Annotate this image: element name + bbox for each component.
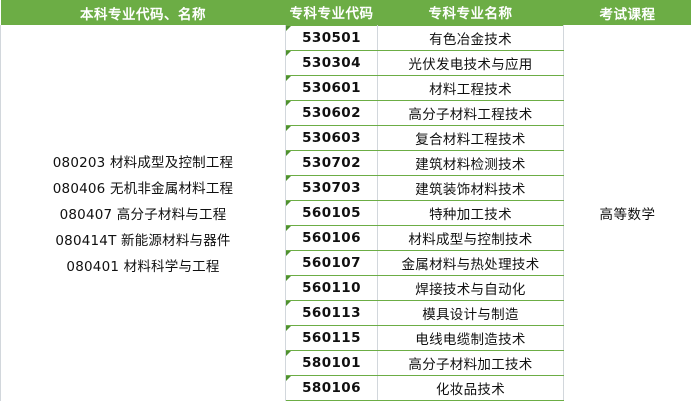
vocational-code-cell: 530702 xyxy=(285,149,378,176)
vocational-name-cell: 复合材料工程技术 xyxy=(377,124,564,151)
vocational-code-cell: 530501 xyxy=(285,24,378,51)
vocational-name-cell: 金属材料与热处理技术 xyxy=(377,249,564,276)
table-row: 560110 焊接技术与自动化 xyxy=(1,274,691,301)
undergraduate-major-item: 080414T 新能源材料与器件 xyxy=(55,232,231,249)
vocational-name-cell: 高分子材料工程技术 xyxy=(377,99,564,126)
vocational-name-cell: 模具设计与制造 xyxy=(377,299,564,326)
vocational-name-cell: 建筑材料检测技术 xyxy=(377,149,564,176)
header-row: 本科专业代码、名称 专科专业代码 专科专业名称 考试课程 xyxy=(0,0,691,25)
table-row: 080203 材料成型及控制工程 080406 无机非金属材料工程 080407 高… xyxy=(0,24,691,401)
vocational-name-cell: 高分子材料加工技术 xyxy=(377,349,564,376)
undergraduate-major-item: 080401 材料科学与工程 xyxy=(66,258,220,275)
exam-course-cell: 高等数学 xyxy=(563,25,691,401)
vocational-name-cell: 建筑装饰材料技术 xyxy=(377,174,564,201)
undergraduate-major-cell: 080203 材料成型及控制工程 080406 无机非金属材料工程 080407 高… xyxy=(0,25,286,401)
vocational-code-cell: 530601 xyxy=(285,74,378,101)
vocational-code-cell: 530703 xyxy=(285,174,378,201)
table-row: 560107 金属材料与热处理技术 xyxy=(1,249,691,276)
column-header-vocational-name: 专科专业名称 xyxy=(377,0,564,25)
vocational-code-cell: 580101 xyxy=(285,349,378,376)
vocational-name-cell: 电线电缆制造技术 xyxy=(377,324,564,351)
vocational-code-cell: 560107 xyxy=(285,249,378,276)
vocational-code-cell: 530602 xyxy=(285,99,378,126)
vocational-name-cell: 材料工程技术 xyxy=(377,74,564,101)
vocational-code-cell: 560113 xyxy=(285,299,378,326)
vocational-code-cell: 560115 xyxy=(285,324,378,351)
vocational-name-cell: 化妆品技术 xyxy=(377,374,564,401)
table-header: 本科专业代码、名称 专科专业代码 专科专业名称 考试课程 xyxy=(0,0,691,25)
vocational-name-cell: 特种加工技术 xyxy=(377,199,564,226)
vocational-name-cell: 焊接技术与自动化 xyxy=(377,274,564,301)
vocational-name-cell: 光伏发电技术与应用 xyxy=(377,49,564,76)
vocational-code-cell: 530304 xyxy=(285,49,378,76)
vocational-code-cell: 530603 xyxy=(285,124,378,151)
undergraduate-major-item: 080407 高分子材料与工程 xyxy=(59,206,227,223)
vocational-code-cell: 560105 xyxy=(285,199,378,226)
vocational-code-cell: 560106 xyxy=(285,224,378,251)
table-row: 530702 建筑材料检测技术 xyxy=(1,149,691,176)
column-header-undergraduate-major: 本科专业代码、名称 xyxy=(0,0,286,25)
table-body: 080203 材料成型及控制工程 080406 无机非金属材料工程 080407 高… xyxy=(0,24,691,401)
column-header-vocational-code: 专科专业代码 xyxy=(285,0,378,25)
vocational-code-cell: 580106 xyxy=(285,374,378,401)
table-row: 580106 化妆品技术 xyxy=(1,374,691,401)
table-row: 530304 光伏发电技术与应用 xyxy=(1,49,691,76)
table-row: 530603 复合材料工程技术 xyxy=(1,124,691,151)
vocational-code-cell: 560110 xyxy=(285,274,378,301)
undergraduate-major-item: 080203 材料成型及控制工程 xyxy=(52,154,234,171)
table-row: 560106 材料成型与控制技术 xyxy=(1,224,691,251)
table-row: 530703 建筑装饰材料技术 xyxy=(1,174,691,201)
column-header-exam-course: 考试课程 xyxy=(563,0,691,25)
vocational-name-cell: 有色冶金技术 xyxy=(377,24,564,51)
vocational-name-cell: 材料成型与控制技术 xyxy=(377,224,564,251)
undergraduate-major-item: 080406 无机非金属材料工程 xyxy=(52,180,234,197)
undergraduate-major-list: 080203 材料成型及控制工程 080406 无机非金属材料工程 080407 高… xyxy=(7,151,279,275)
